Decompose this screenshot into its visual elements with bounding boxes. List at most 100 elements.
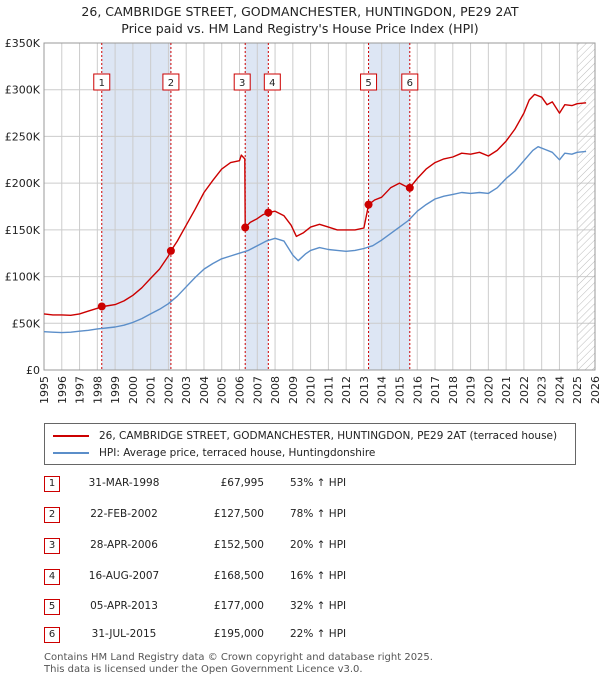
y-tick-label: £300K — [5, 84, 41, 97]
marker-box-2 — [162, 73, 180, 91]
transaction-number: 6 — [44, 627, 60, 643]
transaction-row-4: 4 16-AUG-2007 £168,500 16% ↑ HPI — [44, 569, 584, 589]
legend-label-property: 26, CAMBRIDGE STREET, GODMANCHESTER, HUN… — [99, 430, 558, 442]
x-tick-label: 2015 — [393, 376, 406, 404]
transaction-price: £127,500 — [213, 508, 264, 520]
transaction-price: £195,000 — [213, 628, 264, 640]
marker-box-6 — [401, 73, 419, 91]
marker-box-label: 5 — [365, 78, 371, 89]
x-tick-label: 1996 — [56, 376, 69, 404]
marker-box-label: 2 — [168, 78, 174, 89]
x-tick-label: 2009 — [287, 376, 300, 404]
marker-box-label: 4 — [269, 78, 275, 89]
x-tick-label: 2023 — [536, 376, 549, 404]
transaction-date: 16-AUG-2007 — [88, 570, 160, 582]
legend-entry-property: 26, CAMBRIDGE STREET, GODMANCHESTER, HUN… — [53, 430, 557, 442]
shaded-range-3 — [368, 43, 410, 370]
x-tick-label: 2014 — [376, 376, 389, 404]
x-tick-label: 2011 — [322, 376, 335, 404]
transaction-number: 5 — [44, 599, 60, 615]
chart-legend: 26, CAMBRIDGE STREET, GODMANCHESTER, HUN… — [44, 423, 576, 465]
x-tick-label: 2017 — [429, 376, 442, 404]
x-tick-label: 2002 — [162, 376, 175, 404]
transaction-row-3: 3 28-APR-2006 £152,500 20% ↑ HPI — [44, 538, 584, 558]
footer-copyright: Contains HM Land Registry data © Crown c… — [44, 652, 433, 663]
hpi-line — [43, 146, 587, 334]
sale-point-2 — [166, 246, 175, 255]
x-tick-label: 2001 — [145, 376, 158, 404]
y-tick-label: £250K — [5, 130, 41, 143]
footer-licence: This data is licensed under the Open Gov… — [44, 664, 363, 675]
transaction-row-5: 5 05-APR-2013 £177,000 32% ↑ HPI — [44, 599, 584, 619]
price-chart: 1 2 3 4 5 6 £0 £50K £100K £150K £200K £250K £300K £3… — [5, 37, 600, 404]
transaction-price: £67,995 — [220, 477, 264, 489]
x-tick-label: 2026 — [589, 376, 600, 404]
transaction-date: 31-MAR-1998 — [88, 477, 160, 489]
y-tick-label: £350K — [5, 37, 41, 50]
transaction-row-6: 6 31-JUL-2015 £195,000 22% ↑ HPI — [44, 627, 584, 647]
sale-point-6 — [405, 183, 414, 192]
sale-point-5 — [364, 200, 373, 209]
x-tick-label: 2006 — [234, 376, 247, 404]
y-tick-label: £200K — [5, 177, 41, 190]
sale-point-3 — [241, 223, 250, 232]
x-tick-label: 1997 — [74, 376, 87, 404]
transaction-row-2: 2 22-FEB-2002 £127,500 78% ↑ HPI — [44, 507, 584, 527]
chart-title-line2: Price paid vs. HM Land Registry's House … — [121, 21, 479, 36]
transaction-hpi: 22% ↑ HPI — [290, 628, 347, 640]
x-tick-label: 2003 — [180, 376, 193, 404]
x-tick-label: 2021 — [500, 376, 513, 404]
x-tick-label: 2022 — [518, 376, 531, 404]
x-tick-label: 2005 — [216, 376, 229, 404]
transaction-hpi: 53% ↑ HPI — [290, 477, 347, 489]
legend-line-hpi — [53, 452, 89, 454]
y-tick-label: £0 — [26, 364, 40, 377]
x-tick-label: 2010 — [305, 376, 318, 404]
transaction-date: 31-JUL-2015 — [91, 628, 157, 640]
x-tick-label: 1995 — [38, 376, 51, 404]
x-tick-label: 2019 — [465, 376, 478, 404]
transaction-price: £177,000 — [213, 600, 264, 612]
marker-box-label: 6 — [407, 78, 413, 89]
transaction-hpi: 20% ↑ HPI — [290, 539, 347, 551]
transaction-date: 22-FEB-2002 — [90, 508, 158, 520]
y-tick-label: £150K — [5, 224, 41, 237]
transaction-number: 2 — [44, 507, 60, 523]
legend-label-hpi: HPI: Average price, terraced house, Hunt… — [99, 447, 376, 459]
transaction-row-1: 1 31-MAR-1998 £67,995 53% ↑ HPI — [44, 476, 584, 496]
x-tick-label: 2000 — [127, 376, 140, 404]
x-tick-label: 1998 — [91, 376, 104, 404]
property-price-line — [43, 93, 587, 316]
x-tick-label: 2018 — [447, 376, 460, 404]
transaction-number: 1 — [44, 476, 60, 492]
transaction-price: £152,500 — [213, 539, 264, 551]
transaction-number: 4 — [44, 569, 60, 585]
shaded-range-2 — [245, 43, 269, 370]
plot-border — [43, 42, 596, 371]
x-tick-label: 2013 — [358, 376, 371, 404]
transaction-hpi: 32% ↑ HPI — [290, 600, 347, 612]
legend-entry-hpi: HPI: Average price, terraced house, Hunt… — [53, 447, 375, 459]
chart-title-line1: 26, CAMBRIDGE STREET, GODMANCHESTER, HUN… — [81, 4, 519, 19]
marker-box-label: 1 — [99, 78, 105, 89]
x-tick-label: 2025 — [571, 376, 584, 404]
transaction-date: 28-APR-2006 — [90, 539, 158, 551]
transaction-number: 3 — [44, 538, 60, 554]
legend-line-property — [53, 435, 89, 437]
sale-point-4 — [264, 208, 273, 217]
x-tick-label: 2020 — [482, 376, 495, 404]
marker-box-1 — [93, 73, 111, 91]
x-tick-label: 2012 — [340, 376, 353, 404]
marker-box-3 — [233, 73, 251, 91]
sale-point-1 — [97, 302, 106, 311]
x-tick-label: 1999 — [109, 376, 122, 404]
transaction-price: £168,500 — [213, 570, 264, 582]
x-tick-label: 2004 — [198, 376, 211, 404]
shaded-range-1 — [101, 43, 171, 370]
marker-box-4 — [263, 73, 281, 91]
marker-box-5 — [360, 73, 378, 91]
y-tick-label: £100K — [5, 271, 41, 284]
x-tick-label: 2008 — [269, 376, 282, 404]
x-tick-label: 2016 — [411, 376, 424, 404]
